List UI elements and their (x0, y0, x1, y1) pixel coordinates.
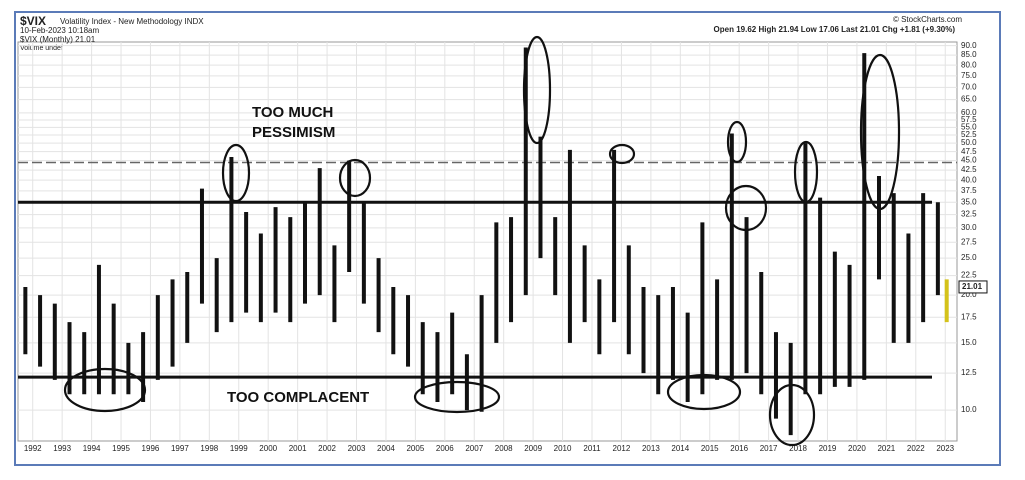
x-tick-label: 1998 (200, 444, 218, 453)
y-tick-label: 25.0 (961, 253, 977, 262)
y-tick-label: 55.0 (961, 122, 977, 131)
x-tick-label: 2006 (436, 444, 454, 453)
y-tick-label: 70.0 (961, 82, 977, 91)
annotation: TOO MUCH (252, 104, 333, 121)
source: © StockCharts.com (893, 15, 962, 24)
x-tick-label: 2005 (406, 444, 424, 453)
x-tick-label: 1996 (142, 444, 160, 453)
y-tick-label: 75.0 (961, 71, 977, 80)
x-tick-label: 2009 (524, 444, 542, 453)
x-tick-label: 2021 (877, 444, 895, 453)
x-tick-label: 2007 (465, 444, 483, 453)
y-tick-label: 37.5 (961, 186, 977, 195)
x-tick-label: 2004 (377, 444, 395, 453)
ellipse (221, 143, 251, 203)
subtitle: Volatility Index - New Methodology INDX (60, 17, 204, 26)
x-tick-label: 1993 (53, 444, 71, 453)
y-tick-label: 27.5 (961, 237, 977, 246)
x-tick-label: 2012 (613, 444, 631, 453)
x-tick-label: 2002 (318, 444, 336, 453)
x-tick-label: 2019 (819, 444, 837, 453)
last-value-box (958, 280, 988, 294)
x-tick-label: 2011 (583, 444, 601, 453)
x-tick-label: 2008 (495, 444, 513, 453)
ellipse (768, 383, 816, 447)
plot-area (17, 41, 958, 442)
x-tick-label: 2013 (642, 444, 660, 453)
x-tick-label: 2001 (289, 444, 307, 453)
y-tick-label: 35.0 (961, 197, 977, 206)
annotation: TOO COMPLACENT (227, 389, 369, 406)
x-tick-label: 1992 (24, 444, 42, 453)
x-tick-label: 1999 (230, 444, 248, 453)
y-tick-label: 90.0 (961, 41, 977, 50)
y-tick-label: 65.0 (961, 95, 977, 104)
x-tick-label: 2016 (730, 444, 748, 453)
y-tick-label: 22.5 (961, 271, 977, 280)
x-tick-label: 2014 (671, 444, 689, 453)
legend-series: $VIX (Monthly) 21.01 (20, 35, 96, 44)
y-tick-label: 42.5 (961, 165, 977, 174)
y-tick-label: 45.0 (961, 156, 977, 165)
y-tick-label: 12.5 (961, 368, 977, 377)
y-tick-label: 57.5 (961, 115, 977, 124)
ellipse (859, 53, 901, 211)
timestamp: 10-Feb-2023 10:18am (20, 26, 100, 35)
y-tick-label: 60.0 (961, 108, 977, 117)
x-tick-label: 2022 (907, 444, 925, 453)
y-tick-label: 20.0 (961, 290, 977, 299)
y-tick-label: 30.0 (961, 223, 977, 232)
ellipse (608, 143, 636, 165)
x-tick-label: 2023 (936, 444, 954, 453)
x-tick-label: 2010 (554, 444, 572, 453)
ellipse (63, 367, 147, 413)
x-tick-label: 2015 (701, 444, 719, 453)
y-tick-label: 40.0 (961, 175, 977, 184)
legend-volume: Volume undef (20, 45, 63, 52)
y-tick-label: 80.0 (961, 60, 977, 69)
x-tick-label: 1994 (83, 444, 101, 453)
x-tick-label: 1995 (112, 444, 130, 453)
ellipse (793, 140, 819, 204)
x-tick-label: 2017 (760, 444, 778, 453)
symbol: $VIX (20, 14, 46, 28)
x-tick-label: 2000 (259, 444, 277, 453)
ellipse (413, 380, 501, 414)
ellipse (724, 184, 768, 232)
y-tick-label: 15.0 (961, 338, 977, 347)
x-tick-label: 2003 (348, 444, 366, 453)
annotation: PESSIMISM (252, 124, 335, 141)
x-tick-label: 2018 (789, 444, 807, 453)
highlight-ellipses (63, 35, 901, 447)
quote: Open 19.62 High 21.94 Low 17.06 Last 21.… (714, 25, 956, 34)
y-tick-label: 47.5 (961, 147, 977, 156)
y-tick-label: 85.0 (961, 50, 977, 59)
ellipse (338, 158, 372, 198)
y-tick-label: 32.5 (961, 210, 977, 219)
ellipse (522, 35, 552, 145)
y-tick-label: 17.5 (961, 312, 977, 321)
x-tick-label: 1997 (171, 444, 189, 453)
y-tick-label: 10.0 (961, 405, 977, 414)
x-tick-label: 2020 (848, 444, 866, 453)
y-tick-label: 52.5 (961, 130, 977, 139)
y-tick-label: 50.0 (961, 138, 977, 147)
last-value-label: 21.01 (962, 282, 983, 291)
ellipse (726, 120, 748, 164)
ellipse (666, 373, 742, 411)
